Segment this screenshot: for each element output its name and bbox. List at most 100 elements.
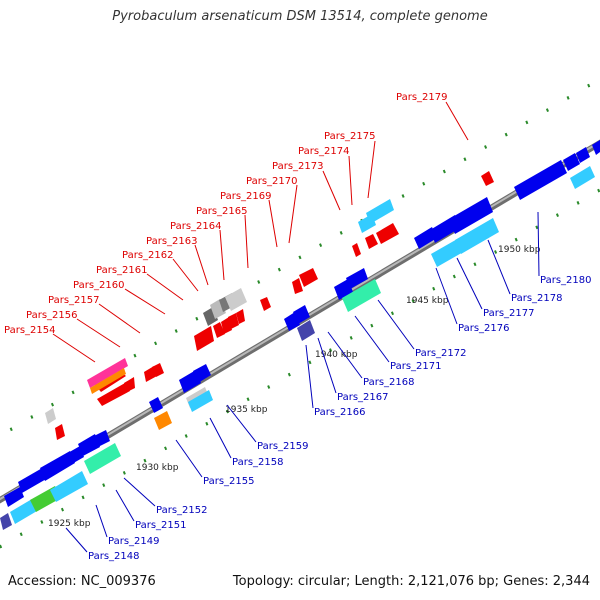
gene-arrow[interactable] [292, 278, 303, 294]
gene-label[interactable]: Pars_2158 [232, 457, 283, 468]
scale-tick [411, 299, 415, 303]
leader-line [124, 288, 166, 315]
gene-label[interactable]: Pars_2171 [390, 361, 441, 372]
gene-arrow[interactable] [514, 160, 567, 200]
gene-arrow[interactable] [84, 443, 121, 474]
gene-label[interactable]: Pars_2148 [88, 551, 139, 562]
scale-tick [463, 157, 467, 162]
leader-line [354, 315, 390, 363]
gene-arrow[interactable] [352, 243, 361, 257]
gene-arrow[interactable] [50, 471, 88, 502]
scale-tick [287, 372, 291, 377]
scale-label: 1925 kbp [48, 519, 91, 529]
gene-label[interactable]: Pars_2178 [511, 293, 562, 304]
gene-arrow[interactable] [563, 153, 580, 171]
gene-label[interactable]: Pars_2170 [246, 176, 297, 187]
gene-arrow[interactable] [236, 309, 245, 324]
scale-tick [442, 169, 446, 174]
gene-label[interactable]: Pars_2154 [4, 325, 55, 336]
gene-arrow[interactable] [592, 140, 600, 155]
accession-text: Accession: NC_009376 [8, 574, 156, 589]
gene-label[interactable]: Pars_2166 [314, 407, 365, 418]
gene-label[interactable]: Pars_2163 [146, 236, 197, 247]
gene-label[interactable]: Pars_2157 [48, 295, 99, 306]
leader-line [367, 140, 376, 199]
gene-arrow[interactable] [455, 218, 499, 254]
gene-label[interactable]: Pars_2173 [272, 161, 323, 172]
gene-arrow[interactable] [431, 238, 465, 267]
gene-arrow[interactable] [193, 364, 211, 383]
gene-arrow[interactable] [154, 411, 172, 430]
gene-arrow[interactable] [376, 223, 399, 244]
gene-arrow[interactable] [481, 171, 494, 186]
gene-arrow[interactable] [87, 358, 128, 388]
gene-arrow[interactable] [299, 268, 318, 287]
gene-arrow[interactable] [152, 363, 164, 377]
gene-arrow[interactable] [334, 279, 353, 300]
gene-arrow[interactable] [365, 234, 378, 249]
gene-arrow[interactable] [366, 199, 394, 224]
gene-label[interactable]: Pars_2176 [458, 323, 509, 334]
gene-arrow[interactable] [576, 147, 590, 163]
gene-arrow[interactable] [225, 288, 247, 311]
scale-tick [184, 434, 188, 438]
gene-label[interactable]: Pars_2155 [203, 476, 254, 487]
gene-arrow[interactable] [228, 313, 239, 329]
leader-line [219, 229, 225, 281]
scale-tick [587, 83, 591, 88]
gene-arrow[interactable] [342, 279, 381, 312]
gene-arrow[interactable] [55, 424, 65, 440]
gene-label[interactable]: Pars_2159 [257, 441, 308, 452]
gene-arrow[interactable] [40, 451, 75, 481]
gene-arrow[interactable] [293, 305, 310, 324]
gene-arrow[interactable] [0, 513, 12, 530]
gene-label[interactable]: Pars_2175 [324, 131, 375, 142]
gene-arrow[interactable] [346, 268, 368, 289]
gene-arrow[interactable] [45, 408, 56, 424]
gene-arrow[interactable] [297, 320, 315, 341]
scale-tick [205, 421, 209, 426]
gene-label[interactable]: Pars_2160 [73, 280, 124, 291]
gene-arrow[interactable] [124, 377, 135, 392]
gene-label[interactable]: Pars_2152 [156, 505, 207, 516]
gene-label[interactable]: Pars_2168 [363, 377, 414, 388]
gene-arrow[interactable] [10, 499, 37, 524]
leader-line [146, 273, 184, 301]
gene-arrow[interactable] [194, 326, 214, 351]
gene-arrow[interactable] [260, 297, 271, 311]
gene-arrow[interactable] [66, 446, 84, 465]
gene-arrow[interactable] [570, 166, 595, 189]
gene-label[interactable]: Pars_2161 [96, 265, 147, 276]
gene-arrow[interactable] [449, 197, 493, 234]
leader-line [317, 337, 337, 394]
gene-arrow[interactable] [92, 430, 110, 448]
gene-arrow[interactable] [213, 322, 225, 338]
scale-tick [504, 132, 508, 137]
gene-arrow[interactable] [90, 368, 126, 394]
leader-line [456, 257, 483, 310]
gene-label[interactable]: Pars_2172 [415, 348, 466, 359]
gene-label[interactable]: Pars_2151 [135, 520, 186, 531]
leader-line [194, 244, 209, 286]
gene-label[interactable]: Pars_2149 [108, 536, 159, 547]
gene-label[interactable]: Pars_2177 [483, 308, 534, 319]
gene-label[interactable]: Pars_2162 [122, 250, 173, 261]
gene-label[interactable]: Pars_2167 [337, 392, 388, 403]
gene-label[interactable]: Pars_2164 [170, 221, 221, 232]
scale-tick [370, 323, 374, 328]
gene-arrow[interactable] [149, 397, 163, 413]
gene-arrow[interactable] [188, 390, 213, 412]
gene-label[interactable]: Pars_2156 [26, 310, 77, 321]
scale-tick [257, 280, 261, 284]
gene-label[interactable]: Pars_2179 [396, 92, 447, 103]
gene-label[interactable]: Pars_2169 [220, 191, 271, 202]
gene-arrow[interactable] [97, 383, 130, 406]
gene-label[interactable]: Pars_2174 [298, 146, 349, 157]
gene-arrow[interactable] [4, 487, 24, 507]
leader-line [65, 527, 88, 553]
leader-line [327, 331, 363, 379]
gene-arrow[interactable] [18, 467, 48, 493]
gene-label[interactable]: Pars_2180 [540, 275, 591, 286]
gene-label[interactable]: Pars_2165 [196, 206, 247, 217]
